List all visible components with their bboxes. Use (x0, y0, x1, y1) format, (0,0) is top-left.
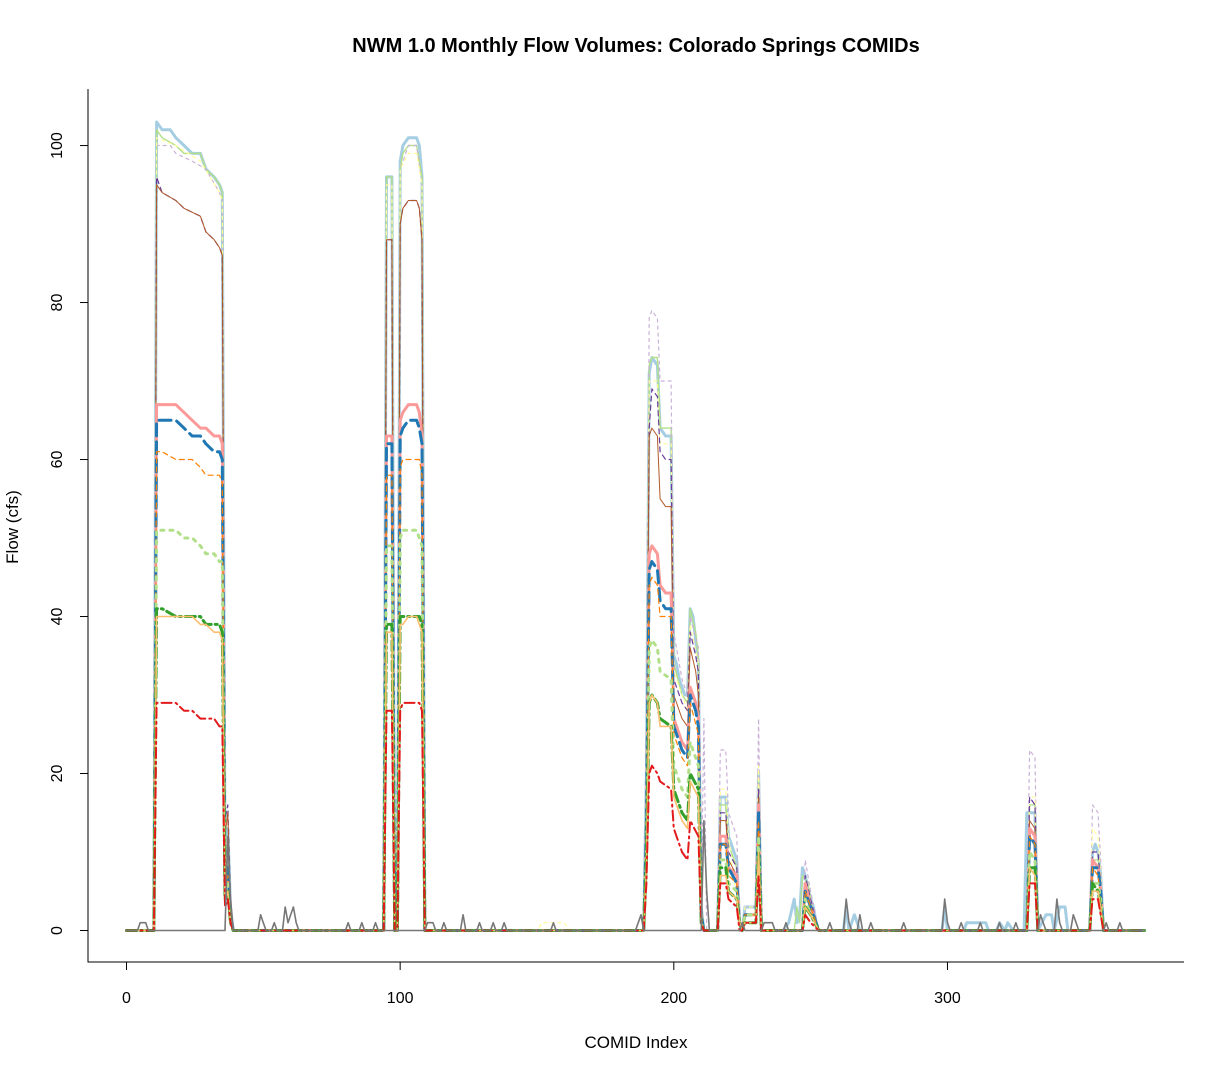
series-line-5 (125, 176, 1146, 932)
series-line-12 (125, 615, 1146, 932)
series-line-13 (125, 701, 1146, 932)
series-line-1 (125, 120, 1146, 932)
plot-frame (87, 89, 1184, 963)
x-axis-label: COMID Index (585, 1033, 688, 1052)
series-line-2 (125, 129, 1146, 932)
x-tick-label: 300 (934, 990, 961, 1007)
axes (87, 89, 1184, 963)
series-line-4 (125, 137, 1146, 932)
y-tick-label: 80 (49, 294, 66, 312)
y-axis-label: Flow (cfs) (3, 490, 22, 564)
series-line-8 (125, 418, 1146, 932)
y-tick-label: 0 (49, 926, 66, 935)
series-line-7 (125, 403, 1146, 932)
series-line-14 (125, 819, 1146, 932)
x-tick-label: 0 (122, 990, 131, 1007)
y-tick-label: 60 (49, 451, 66, 469)
chart-title: NWM 1.0 Monthly Flow Volumes: Colorado S… (352, 35, 919, 57)
y-tick-label: 20 (49, 765, 66, 783)
x-axis: 0 100 200 300 (122, 962, 961, 1007)
series-line-11 (125, 607, 1146, 932)
series-line-10 (125, 528, 1146, 932)
series-line-6 (126, 184, 1145, 931)
series-line-3 (125, 144, 1146, 932)
series-lines (125, 120, 1146, 932)
series-line-9 (125, 451, 1146, 932)
y-tick-label: 100 (49, 132, 66, 159)
y-axis: 0 20 40 60 80 100 (49, 132, 88, 935)
y-tick-label: 40 (49, 608, 66, 626)
x-tick-label: 100 (387, 990, 414, 1007)
x-tick-label: 200 (660, 990, 687, 1007)
